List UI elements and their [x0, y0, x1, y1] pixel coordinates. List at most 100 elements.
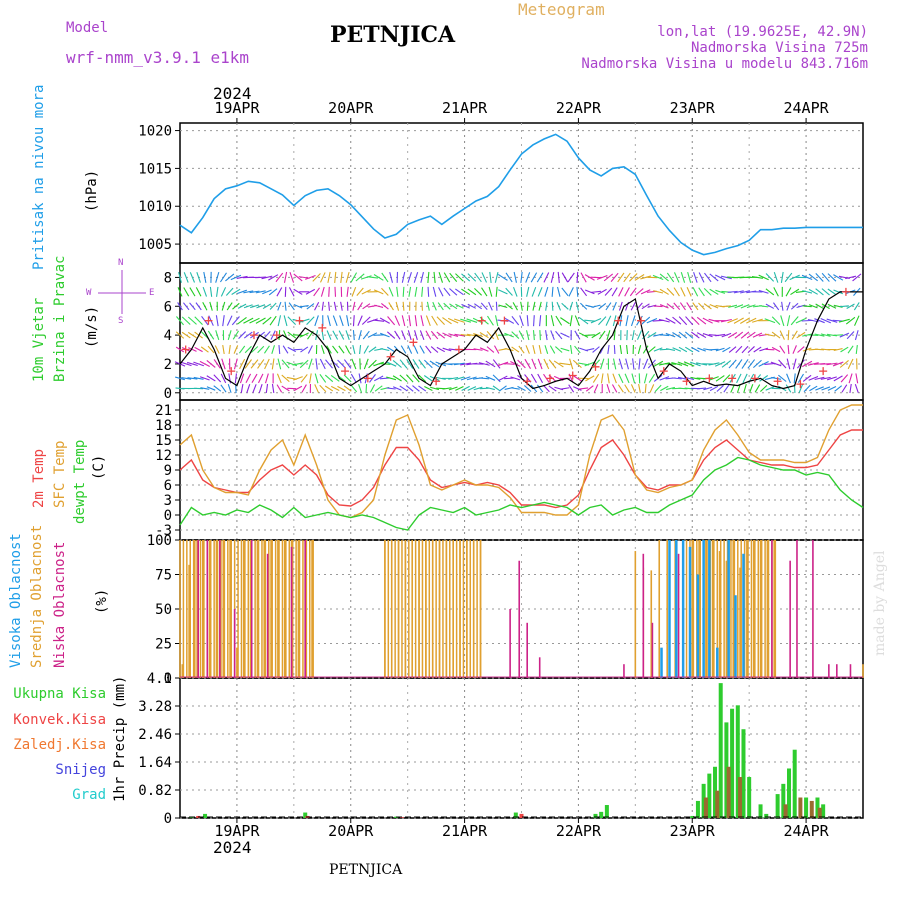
wind-arrow	[525, 345, 530, 354]
wind-arrow	[827, 376, 837, 381]
wind-arrow	[511, 346, 520, 353]
wind-arrow	[584, 319, 596, 322]
wind-arrow	[442, 317, 452, 325]
wind-arrow	[232, 302, 240, 310]
wind-arrow	[350, 373, 357, 383]
wind-arrow	[394, 330, 401, 340]
wind-arrow	[479, 347, 489, 352]
precip-ytick-label: 2.46	[138, 727, 172, 743]
x-tick-label-bottom: 19APR	[214, 822, 260, 840]
wind-arrow	[637, 345, 642, 355]
wind-arrow	[545, 301, 548, 311]
wind-arrow	[495, 301, 498, 311]
compass-west: W	[86, 288, 92, 298]
wind-arrow	[802, 290, 813, 294]
wind-arrow	[808, 334, 819, 336]
wind-arrow	[419, 330, 425, 340]
wind-arrow	[492, 359, 501, 369]
wind-arrow	[287, 346, 296, 353]
wind-arrow	[281, 385, 290, 392]
wind-arrow	[420, 315, 424, 327]
wind-arrow	[771, 346, 781, 353]
wind-arrow	[418, 374, 427, 383]
wind-arrow	[351, 358, 357, 370]
total_precip-bar	[815, 797, 820, 818]
wind-arrow	[343, 385, 352, 392]
wind-arrow	[714, 361, 726, 367]
wind-arrow	[654, 384, 662, 393]
wind-arrow	[821, 272, 830, 282]
temperature-ytick-label: 15	[155, 433, 172, 449]
wind-arrow	[345, 345, 351, 354]
wind-arrow	[617, 384, 624, 393]
wind-arrow	[537, 287, 543, 297]
pressure-ytick-label: 1010	[138, 199, 172, 215]
wind-arrow	[265, 383, 269, 393]
wind-arrow	[580, 272, 587, 283]
wind-arrow	[414, 286, 418, 297]
wind-arrow	[362, 303, 371, 310]
pressure-line	[179, 133, 863, 256]
wind-arrow	[455, 273, 464, 282]
wind-arrow	[693, 272, 698, 283]
wind-arrow	[790, 316, 799, 326]
wind-arrow	[358, 373, 362, 384]
wind-arrow	[512, 302, 518, 311]
wind-arrow	[486, 346, 495, 353]
wind-arrow	[504, 377, 515, 380]
wind-arrow	[802, 374, 812, 382]
wind-arrow	[369, 374, 376, 383]
wind-arrow	[498, 289, 508, 295]
wind-arrow	[443, 287, 451, 297]
wind-arrow	[485, 386, 495, 391]
wind-arrow	[631, 373, 636, 384]
x-tick-label-bottom: 22APR	[556, 822, 602, 840]
wind-arrow	[485, 360, 496, 368]
wind-arrow	[433, 271, 436, 283]
wind-arrow	[845, 275, 857, 280]
wind-arrow	[473, 348, 483, 351]
wind-arrow	[618, 287, 624, 297]
wind-arrow	[692, 287, 699, 297]
wind-arrow	[175, 376, 185, 381]
strat_precip-bar	[703, 797, 708, 818]
wind-arrow	[400, 345, 407, 354]
wind-arrow	[239, 358, 246, 370]
wind-arrow	[548, 385, 557, 392]
wind-arrow	[532, 301, 536, 311]
wind-arrow	[263, 345, 270, 354]
wind-arrow	[203, 271, 207, 283]
wind-arrow	[531, 286, 537, 297]
wind-arrow	[183, 287, 190, 297]
wind-arrow	[550, 330, 555, 340]
wind-arrow	[414, 330, 418, 341]
wind-arrow	[600, 373, 604, 384]
wind-ytick-label: 6	[164, 299, 172, 315]
wind-arrow	[467, 288, 477, 296]
wind-arrow	[255, 276, 267, 279]
wind-arrow	[624, 287, 630, 297]
wind-arrow	[815, 303, 824, 309]
wind-arrow	[607, 344, 610, 355]
wind-arrow	[708, 318, 720, 323]
wind-arrow	[300, 374, 308, 383]
wind-arrow	[358, 384, 363, 393]
wind-arrow	[803, 384, 811, 393]
wind-arrow	[779, 330, 785, 340]
wind-arrow	[640, 289, 651, 295]
wind-ytick-label: 0	[164, 386, 172, 402]
model-name: wrf-nmm_v3.9.1 e1km	[66, 48, 250, 67]
wind-arrow	[330, 385, 340, 391]
wind-arrow	[292, 362, 304, 366]
wind-arrow	[425, 345, 432, 354]
wind-arrow	[760, 384, 768, 392]
wind-arrow	[839, 305, 849, 308]
wind-arrow	[665, 332, 676, 338]
wind-arrow	[301, 384, 307, 393]
wind-arrow	[723, 384, 730, 393]
wind-arrow	[195, 287, 202, 297]
wind-arrow	[505, 287, 513, 296]
wind-arrow	[338, 330, 345, 340]
wind-arrow	[686, 287, 692, 297]
wind-arrow	[381, 303, 389, 310]
